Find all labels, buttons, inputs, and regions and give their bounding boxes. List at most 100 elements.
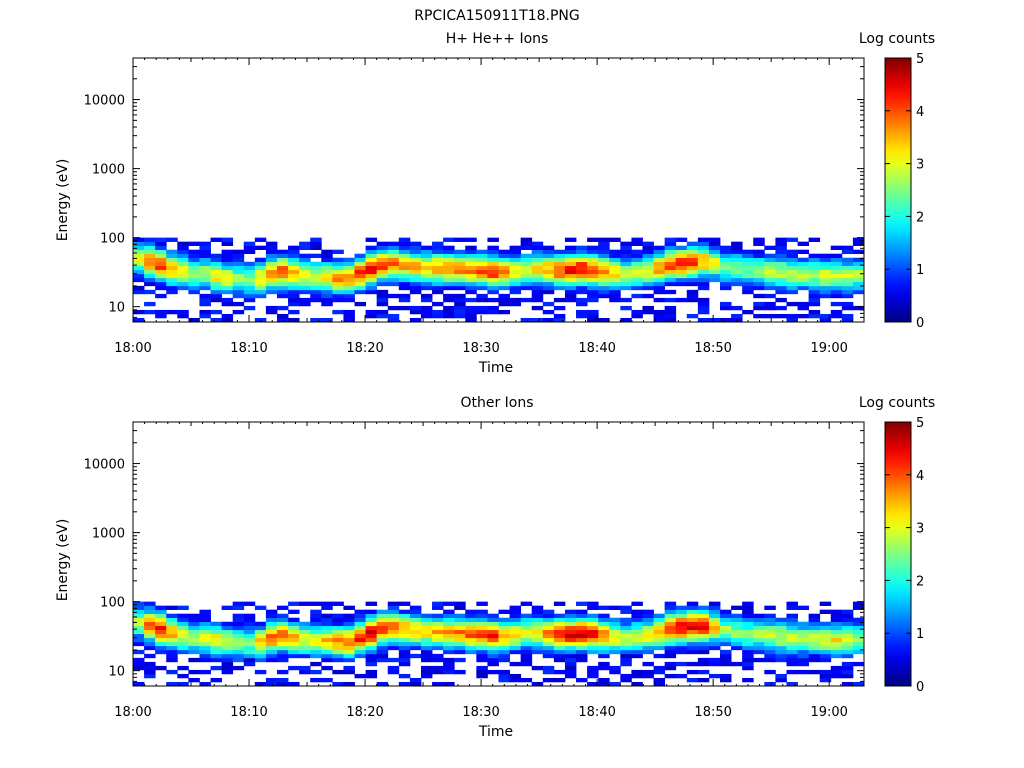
- heatmap-cell: [742, 637, 754, 643]
- panel-bottom-title: Other Ions: [460, 395, 533, 411]
- heatmap-cell: [310, 253, 322, 259]
- heatmap-cell: [830, 281, 843, 287]
- heatmap-cell: [432, 277, 444, 283]
- heatmap-cell: [443, 285, 455, 291]
- heatmap-cell: [398, 609, 411, 614]
- heatmap-cell: [443, 265, 455, 271]
- heatmap-cell: [288, 609, 300, 614]
- heatmap-cell: [155, 237, 167, 242]
- heatmap-cell: [299, 649, 311, 655]
- heatmap-cell: [409, 609, 422, 614]
- heatmap-cell: [841, 625, 854, 631]
- heatmap-cell: [564, 661, 577, 667]
- heatmap-cell: [664, 613, 677, 619]
- heatmap-cell: [587, 257, 599, 263]
- heatmap-cell: [398, 249, 411, 255]
- heatmap-cell: [387, 261, 400, 267]
- heatmap-cell: [432, 645, 444, 651]
- heatmap-cell: [144, 621, 156, 627]
- heatmap-cell: [797, 265, 810, 271]
- heatmap-cell: [465, 629, 477, 635]
- heatmap-cell: [553, 621, 566, 627]
- heatmap-cell: [443, 637, 455, 643]
- heatmap-cell: [609, 281, 621, 287]
- heatmap-cell: [188, 617, 200, 623]
- heatmap-cell: [841, 257, 854, 263]
- heatmap-cell: [409, 265, 422, 271]
- heatmap-cell: [443, 633, 455, 639]
- heatmap-cell: [598, 249, 610, 255]
- heatmap-cell: [299, 277, 311, 283]
- heatmap-cell: [753, 657, 765, 663]
- heatmap-cell: [276, 261, 289, 267]
- heatmap-cell: [432, 253, 444, 259]
- heatmap-cell: [454, 613, 466, 619]
- heatmap-cell: [321, 621, 333, 627]
- heatmap-cell: [631, 681, 643, 687]
- heatmap-cell: [387, 629, 400, 635]
- heatmap-cell: [598, 237, 610, 242]
- heatmap-cell: [587, 289, 599, 295]
- heatmap-cell: [409, 629, 422, 635]
- heatmap-cell: [276, 281, 289, 287]
- heatmap-cell: [841, 665, 854, 671]
- heatmap-cell: [354, 253, 366, 259]
- heatmap-cell: [199, 265, 211, 271]
- heatmap-cell: [243, 601, 256, 606]
- heatmap-cell: [598, 241, 610, 246]
- heatmap-cell: [797, 249, 810, 255]
- heatmap-cell: [232, 605, 245, 610]
- heatmap-cell: [376, 649, 389, 655]
- heatmap-cell: [631, 649, 643, 655]
- heatmap-cell: [254, 657, 267, 663]
- heatmap-cell: [786, 237, 798, 242]
- heatmap-cell: [764, 625, 776, 631]
- heatmap-cell: [775, 657, 787, 663]
- heatmap-cell: [365, 633, 378, 639]
- heatmap-cell: [797, 649, 810, 655]
- heatmap-cell: [819, 269, 832, 275]
- heatmap-cell: [841, 277, 854, 283]
- heatmap-cell: [764, 313, 776, 319]
- heatmap-cell: [254, 645, 267, 651]
- heatmap-cell: [243, 285, 256, 291]
- heatmap-cell: [199, 617, 211, 623]
- heatmap-cell: [476, 273, 488, 279]
- heatmap-cell: [310, 245, 322, 250]
- heatmap-cell: [387, 257, 400, 263]
- heatmap-cell: [830, 617, 843, 623]
- heatmap-cell: [775, 285, 787, 291]
- heatmap-cell: [542, 617, 555, 623]
- heatmap-cell: [808, 285, 821, 291]
- heatmap-cell: [465, 621, 477, 627]
- heatmap-cell: [332, 285, 344, 291]
- heatmap-cell: [387, 641, 400, 647]
- heatmap-cell: [852, 257, 865, 263]
- heatmap-cell: [520, 633, 533, 639]
- heatmap-cell: [420, 625, 433, 631]
- heatmap-cell: [199, 277, 211, 283]
- heatmap-cell: [265, 617, 278, 623]
- heatmap-cell: [409, 285, 422, 291]
- heatmap-cell: [432, 657, 444, 663]
- heatmap-cell: [587, 309, 599, 315]
- heatmap-cell: [133, 649, 145, 655]
- heatmap-cell: [288, 293, 300, 299]
- heatmap-cell: [587, 641, 599, 647]
- heatmap-cell: [520, 273, 533, 279]
- heatmap-cell: [664, 625, 677, 631]
- heatmap-cell: [155, 277, 167, 283]
- heatmap-cell: [487, 273, 499, 279]
- heatmap-cell: [454, 257, 466, 263]
- heatmap-cell: [642, 633, 654, 639]
- heatmap-cell: [686, 281, 699, 287]
- heatmap-cell: [166, 257, 178, 263]
- heatmap-cell: [542, 245, 555, 250]
- heatmap-cell: [720, 257, 732, 263]
- heatmap-cell: [620, 617, 632, 623]
- heatmap-cell: [332, 637, 344, 643]
- heatmap-cell: [697, 241, 710, 246]
- heatmap-cell: [387, 601, 400, 606]
- heatmap-cell: [553, 633, 566, 639]
- heatmap-cell: [653, 617, 666, 623]
